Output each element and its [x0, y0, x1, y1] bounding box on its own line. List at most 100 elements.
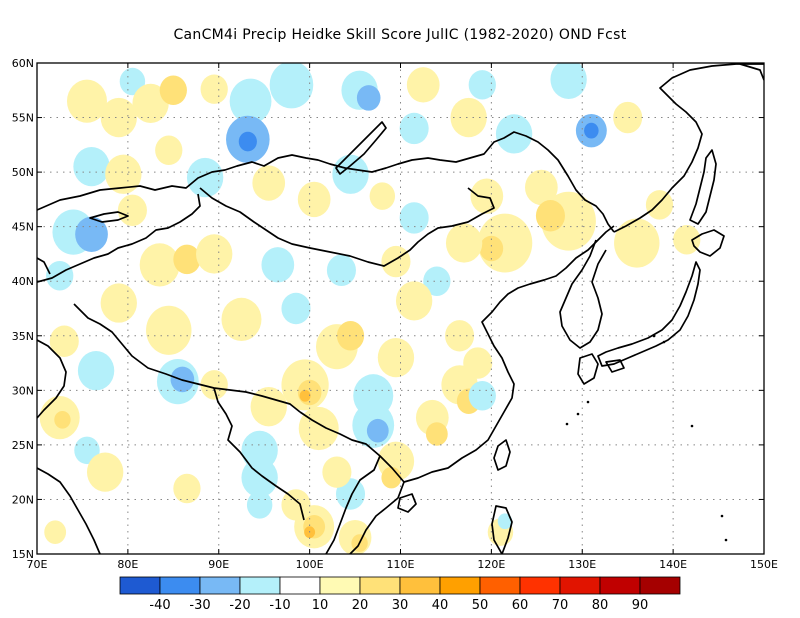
- lon-tick-label: 140E: [659, 558, 687, 571]
- hainan-island: [397, 493, 417, 513]
- lake-baikal: [335, 121, 387, 175]
- colorbar-label: -30: [189, 598, 210, 613]
- skill-patch: [77, 351, 115, 391]
- india-east-coast: [37, 467, 101, 554]
- japan-shikoku: [605, 359, 625, 373]
- axis-ticks: 70E 80E 90E 100E 110E 120E 130E 140E 150E 15N 20N 2…: [12, 57, 778, 571]
- western-border-fragment: [37, 257, 51, 275]
- skill-patch: [535, 200, 565, 232]
- skill-patch: [377, 337, 415, 378]
- skill-patch: [74, 436, 100, 465]
- skill-patch: [298, 406, 339, 451]
- skill-patch: [117, 194, 147, 227]
- colorbar-swatch: [439, 576, 481, 595]
- skill-patch: [73, 147, 110, 187]
- colorbar-swatch: [359, 576, 401, 595]
- skill-patch: [269, 63, 314, 109]
- japan-honshu: [597, 261, 701, 367]
- skill-patch: [250, 387, 287, 427]
- lon-tick-label: 110E: [387, 558, 415, 571]
- luzon-island: [491, 505, 513, 554]
- skill-patch: [524, 169, 558, 206]
- skill-patch: [356, 85, 381, 111]
- skill-patch: [105, 154, 142, 194]
- colorbar-label: -20: [229, 598, 250, 613]
- himalaya-border: [73, 303, 301, 413]
- skill-patch: [75, 216, 108, 252]
- korean-peninsula: [559, 239, 607, 349]
- skill-patch: [49, 325, 79, 357]
- skill-patch: [470, 178, 504, 214]
- skill-patch: [66, 79, 107, 123]
- russia-pacific-coast: [613, 63, 764, 233]
- skill-patch: [423, 266, 451, 296]
- skill-contour-fills: [39, 63, 701, 554]
- skill-patch: [550, 63, 587, 100]
- graticule: [37, 63, 764, 554]
- sakhalin-island: [689, 149, 717, 225]
- skill-patch: [139, 243, 180, 287]
- skill-patch: [200, 370, 228, 400]
- skill-patch: [238, 131, 257, 152]
- colorbar-swatch: [119, 576, 161, 595]
- colorbar-legend: -40 -30 -20 -10 10 20 30 40 50 60 70 80 90: [119, 576, 681, 613]
- skill-patch: [46, 261, 74, 291]
- china-east-coast: [403, 225, 615, 483]
- colorbar-label: 60: [512, 598, 529, 613]
- lat-tick-label: 15N: [12, 548, 34, 561]
- skill-patch: [613, 101, 643, 134]
- skill-patch: [86, 452, 124, 492]
- skill-patch: [445, 223, 483, 263]
- lon-tick-label: 130E: [568, 558, 596, 571]
- skill-patch: [252, 165, 286, 201]
- lake-balkhash: [89, 211, 129, 223]
- taiwan-island: [493, 439, 511, 471]
- skill-patch: [468, 381, 496, 411]
- lat-tick-label: 35N: [12, 330, 34, 343]
- lon-tick-label: 120E: [477, 558, 505, 571]
- colorbar-swatch: [559, 576, 601, 595]
- japan-hokkaido: [691, 229, 725, 257]
- skill-patch: [119, 67, 146, 96]
- skill-patch: [406, 67, 440, 103]
- skill-patch: [281, 292, 311, 325]
- skill-patch: [495, 114, 533, 154]
- skill-patch: [159, 75, 187, 106]
- lon-tick-label: 70E: [27, 558, 48, 571]
- vietnam-coast: [349, 455, 405, 554]
- skill-patch: [645, 190, 674, 220]
- kamchatka-coast: [739, 63, 764, 81]
- skill-patch: [326, 254, 356, 287]
- skill-patch: [196, 234, 233, 274]
- colorbar-swatch: [639, 576, 681, 595]
- skill-patch: [241, 430, 278, 470]
- skill-patch: [54, 410, 71, 429]
- colorbar-swatch: [519, 576, 561, 595]
- colorbar-swatch: [479, 576, 521, 595]
- skill-patch: [322, 456, 352, 488]
- skill-patch: [200, 74, 228, 104]
- skill-patch: [450, 97, 487, 138]
- skill-patch: [468, 70, 496, 100]
- skill-patch: [173, 244, 201, 275]
- skill-patch: [614, 218, 660, 268]
- china-mongolia-border: [199, 187, 495, 267]
- skill-patch: [299, 389, 311, 402]
- skill-patch: [369, 182, 396, 210]
- lat-tick-label: 45N: [12, 221, 34, 234]
- colorbar-label: 20: [352, 598, 369, 613]
- colorbar-swatch: [279, 576, 321, 595]
- colorbar-label: 40: [432, 598, 449, 613]
- skill-patch: [100, 97, 137, 138]
- colorbar-label: 30: [392, 598, 409, 613]
- skill-patch: [246, 491, 273, 519]
- skill-patch: [186, 157, 224, 198]
- lon-tick-label: 80E: [117, 558, 138, 571]
- colorbar-swatch: [159, 576, 201, 595]
- lat-tick-label: 40N: [12, 275, 34, 288]
- skill-patch: [241, 457, 278, 498]
- pakistan-india-border: [37, 339, 67, 419]
- colorbar-label: 90: [632, 598, 649, 613]
- lon-tick-label: 150E: [750, 558, 778, 571]
